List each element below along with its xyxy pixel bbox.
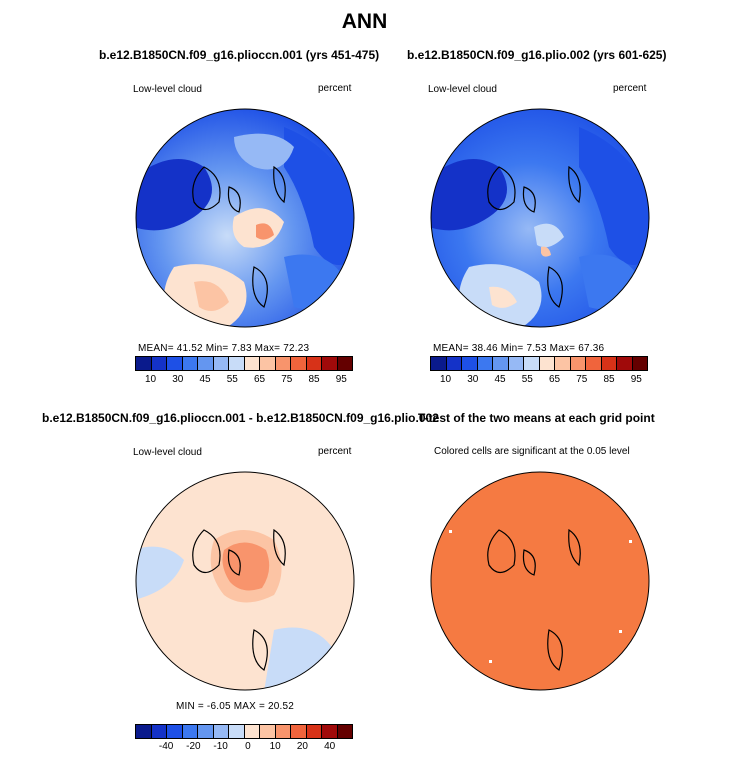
colorbar-tick-label: 65 [549,374,561,385]
colorbar-tick-label: 30 [467,374,479,385]
colorbar-swatch [322,725,338,738]
panel2-variable-label: Low-level cloud [428,84,497,95]
colorbar-swatch [524,357,540,370]
colorbar-swatch [617,357,633,370]
colorbar-tick-label: 0 [245,741,251,752]
panel1-colorbar [135,356,353,371]
colorbar-swatch [275,725,291,738]
colorbar-tick-label: -40 [158,741,174,752]
colorbar-swatch [291,357,307,370]
colorbar-swatch [291,725,307,738]
colorbar-swatch [586,357,602,370]
panel4-title: T-test of the two means at each grid poi… [418,411,655,425]
colorbar-swatch [493,357,509,370]
panel4-subtitle: Colored cells are significant at the 0.0… [434,446,630,457]
colorbar-swatch [570,357,586,370]
colorbar-swatch [151,725,167,738]
colorbar-swatch [508,357,524,370]
panel2-stats: MEAN= 38.46 Min= 7.53 Max= 67.36 [433,343,605,354]
panel2-map [430,108,650,328]
panel3-stats: MIN = -6.05 MAX = 20.52 [176,701,294,712]
colorbar-tick-label: -20 [186,741,201,752]
colorbar-swatch [477,357,493,370]
colorbar-swatch [229,725,245,738]
colorbar-tick-label: 75 [281,374,293,385]
colorbar-swatch [182,357,198,370]
colorbar-swatch [244,357,260,370]
colorbar-swatch [260,357,276,370]
colorbar-swatch [151,357,167,370]
colorbar-swatch [198,725,214,738]
colorbar-tick-label: 85 [603,374,615,385]
colorbar-tick-label: 75 [576,374,588,385]
colorbar-swatch [136,725,152,738]
panel3-map [135,471,355,691]
colorbar-swatch [306,725,322,738]
colorbar-tick-label: 95 [630,374,642,385]
colorbar-swatch [260,725,276,738]
colorbar-swatch [337,725,352,738]
panel2-colorbar [430,356,648,371]
colorbar-tick-label: 10 [440,374,452,385]
colorbar-tick-label: 20 [296,741,308,752]
colorbar-swatch [306,357,322,370]
colorbar-swatch [182,725,198,738]
panel1-units-label: percent [318,83,352,94]
colorbar-swatch [601,357,617,370]
colorbar-swatch [539,357,555,370]
colorbar-tick-label: 95 [335,374,347,385]
colorbar-swatch [446,357,462,370]
panel3-colorbar [135,724,353,739]
colorbar-swatch [275,357,291,370]
colorbar-tick-label: 10 [145,374,157,385]
panel1-stats: MEAN= 41.52 Min= 7.83 Max= 72.23 [138,343,310,354]
colorbar-swatch [462,357,478,370]
colorbar-swatch [555,357,571,370]
colorbar-tick-label: 40 [324,741,336,752]
colorbar-tick-label: 10 [269,741,281,752]
colorbar-tick-label: 55 [226,374,238,385]
panel1-title: b.e12.B1850CN.f09_g16.plioccn.001 (yrs 4… [99,48,380,62]
panel1-map [135,108,355,328]
panel4-map [430,471,650,691]
colorbar-tick-label: 45 [494,374,506,385]
colorbar-tick-label: -10 [213,741,228,752]
colorbar-swatch [213,357,229,370]
colorbar-swatch [337,357,352,370]
main-title: ANN [341,10,388,33]
colorbar-swatch [632,357,647,370]
panel3-units-label: percent [318,446,352,457]
colorbar-swatch [198,357,214,370]
panel3-title: b.e12.B1850CN.f09_g16.plioccn.001 - b.e1… [42,411,439,425]
colorbar-swatch [244,725,260,738]
colorbar-swatch [322,357,338,370]
colorbar-swatch [167,357,183,370]
colorbar-tick-label: 65 [254,374,266,385]
panel3-variable-label: Low-level cloud [133,447,202,458]
panel2-units-label: percent [613,83,647,94]
colorbar-swatch [167,725,183,738]
colorbar-tick-label: 45 [199,374,211,385]
colorbar-swatch [431,357,447,370]
colorbar-tick-label: 55 [521,374,533,385]
colorbar-swatch [213,725,229,738]
colorbar-tick-label: 30 [172,374,184,385]
panel1-variable-label: Low-level cloud [133,84,202,95]
colorbar-swatch [229,357,245,370]
colorbar-swatch [136,357,152,370]
panel2-title: b.e12.B1850CN.f09_g16.plio.002 (yrs 601-… [407,48,667,62]
colorbar-tick-label: 85 [308,374,320,385]
